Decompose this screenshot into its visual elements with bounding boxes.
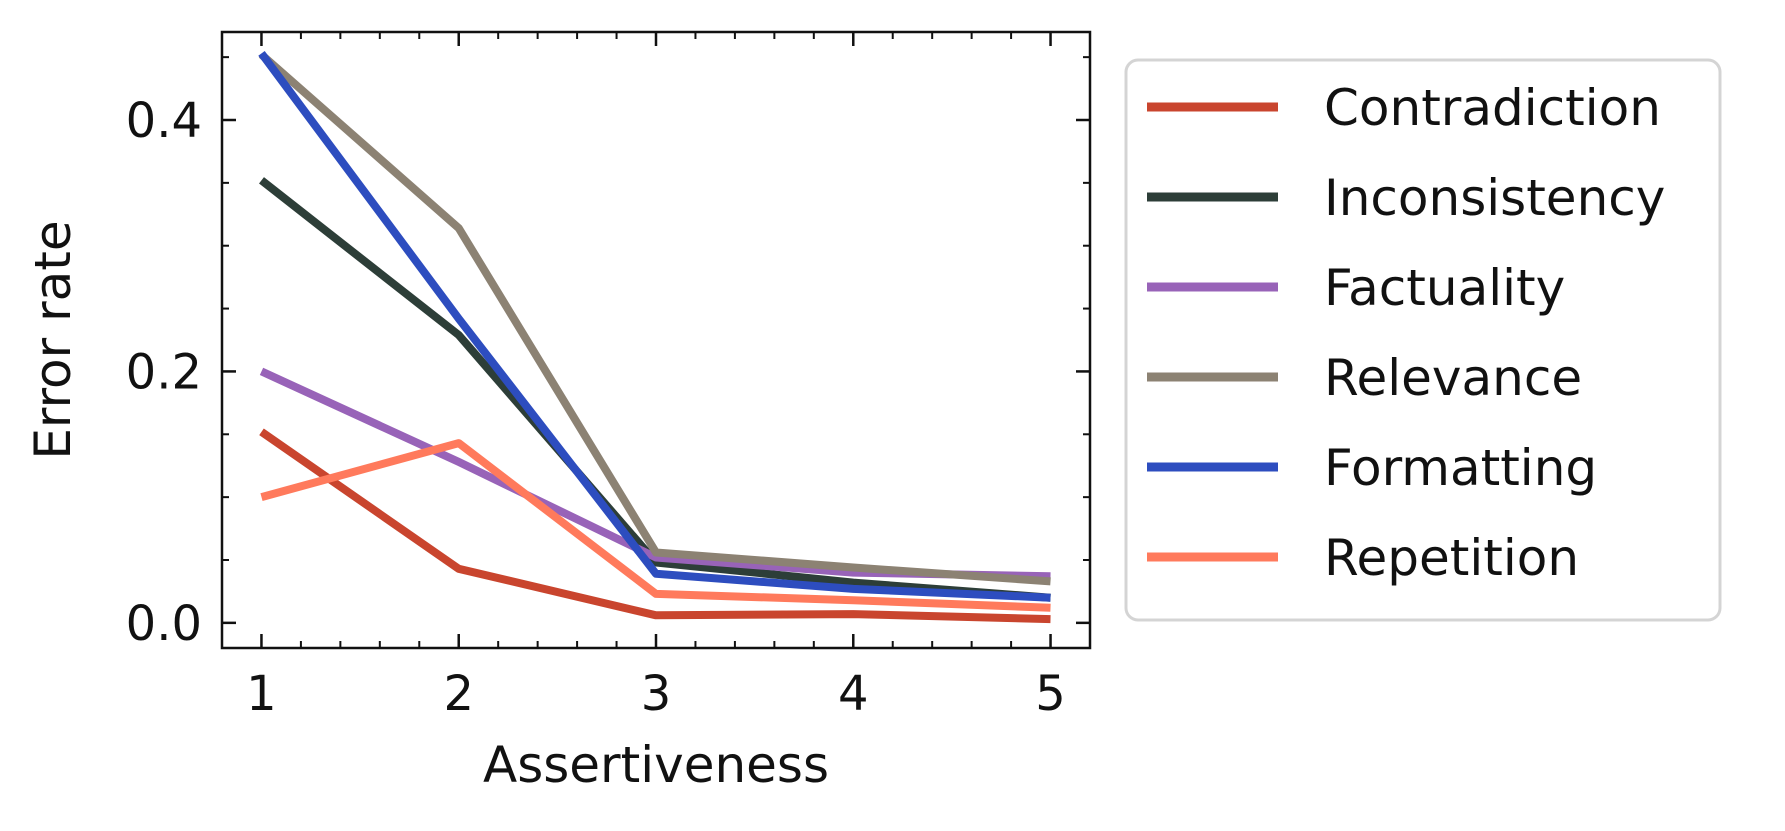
x-tick-label-2: 2: [443, 666, 474, 722]
series-line-formatting: [258, 51, 1051, 602]
x-axis-label: Assertiveness: [483, 736, 829, 794]
series-line-repetition: [260, 439, 1051, 612]
x-tick-label-5: 5: [1035, 666, 1066, 722]
legend-item-factuality: Factuality: [1147, 259, 1565, 317]
y-tick-label-0.4: 0.4: [126, 93, 202, 149]
legend-item-formatting: Formatting: [1147, 439, 1597, 497]
legend-label: Contradiction: [1324, 79, 1661, 137]
legend-label: Inconsistency: [1324, 169, 1665, 227]
series-line-inconsistency: [259, 177, 1051, 602]
legend-item-relevance: Relevance: [1147, 349, 1582, 407]
y-tick-label-0: 0.0: [126, 596, 202, 652]
series-line-relevance: [258, 51, 1051, 586]
series-lines: [258, 51, 1051, 624]
x-tick-label-4: 4: [838, 666, 869, 722]
legend-label: Relevance: [1324, 349, 1582, 407]
plot-area: [258, 51, 1051, 624]
y-axis-label: Error rate: [24, 220, 82, 459]
legend-item-repetition: Repetition: [1147, 529, 1579, 587]
legend-item-inconsistency: Inconsistency: [1147, 169, 1665, 227]
axes: 1 2 3 4 5 0.0 0.2 0.4: [126, 30, 1092, 722]
y-tick-label-0.2: 0.2: [126, 344, 202, 400]
legend-label: Formatting: [1324, 439, 1597, 497]
series-line-contradiction: [259, 428, 1051, 624]
legend: Contradiction Inconsistency Factuality Rele…: [1124, 58, 1722, 622]
legend-label: Factuality: [1324, 259, 1565, 317]
x-tick-label-3: 3: [641, 666, 672, 722]
legend-label: Repetition: [1324, 529, 1579, 587]
x-tick-label-1: 1: [246, 666, 277, 722]
legend-item-contradiction: Contradiction: [1147, 79, 1661, 137]
